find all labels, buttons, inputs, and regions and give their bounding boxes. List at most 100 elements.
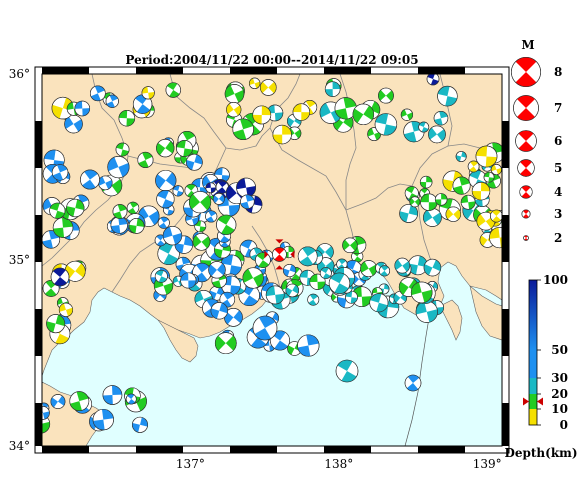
focal-mechanism <box>328 272 351 294</box>
focal-mechanism <box>437 85 458 107</box>
focal-mechanism <box>423 258 442 277</box>
focal-mechanism <box>342 237 358 254</box>
focal-mechanism <box>249 77 261 89</box>
focal-mechanism <box>297 246 318 267</box>
magnitude-legend-label: 7 <box>554 101 562 115</box>
magnitude-legend-label: 2 <box>554 231 562 245</box>
magnitude-legend-label: 5 <box>554 161 562 175</box>
peninsula <box>157 319 199 363</box>
frame-bar-bottom <box>230 446 277 453</box>
depth-tick-label: 50 <box>551 343 568 357</box>
magnitude-legend-label: 8 <box>554 65 562 79</box>
earthquake-mechanisms <box>42 74 502 434</box>
focal-mechanism <box>452 176 471 195</box>
event-pointer <box>264 250 269 259</box>
focal-mechanism <box>157 242 180 265</box>
focal-mechanism <box>467 160 480 173</box>
longitude-tick-label: 137° <box>176 457 205 471</box>
boso-area <box>469 285 502 341</box>
focal-mechanism <box>162 225 183 246</box>
focal-mechanism <box>374 113 398 136</box>
focal-mechanism <box>51 164 69 181</box>
frame-bar-bottom <box>42 446 89 453</box>
focal-mechanism <box>324 81 341 97</box>
magnitude-legend-label: 4 <box>554 185 562 199</box>
focal-mechanism <box>125 393 137 405</box>
focal-mechanism <box>105 94 119 108</box>
focal-mechanism <box>471 181 491 201</box>
focal-mechanism <box>319 267 332 280</box>
focal-mechanism <box>98 175 113 191</box>
depth-marker-right <box>537 397 543 406</box>
focal-mechanism <box>194 220 207 233</box>
focal-mechanism <box>242 267 264 289</box>
depth-tick-label: 100 <box>543 273 568 287</box>
focal-mechanism <box>216 214 237 235</box>
focal-mechanism <box>69 391 90 412</box>
focal-mechanism <box>102 385 123 405</box>
focal-mechanism <box>180 272 197 289</box>
magnitude-legend-symbol <box>510 56 541 87</box>
frame-bar-right <box>502 121 509 168</box>
focal-mechanism <box>404 374 422 392</box>
frame-bar-left <box>35 121 42 168</box>
magnitude-legend: M 8 7 6 5 4 3 2 <box>510 38 562 245</box>
focal-mechanism <box>285 283 300 298</box>
event-pointer <box>275 239 284 244</box>
focal-mechanism <box>205 182 217 194</box>
focal-mechanism <box>154 269 168 283</box>
focal-mechanism <box>156 189 175 209</box>
focal-mechanism <box>252 105 272 125</box>
frame-bar-top <box>230 67 277 74</box>
focal-mechanism <box>154 234 167 247</box>
izu-peninsula <box>439 299 463 341</box>
focal-mechanism <box>74 100 91 117</box>
focal-mechanism <box>483 171 495 183</box>
highlighted-mechanism <box>272 247 287 262</box>
focal-mechanism <box>112 204 128 219</box>
focal-mechanism <box>141 86 155 100</box>
depth-tick-label: 0 <box>560 418 568 432</box>
focal-mechanism <box>192 233 211 251</box>
frame-bar-top <box>136 67 183 74</box>
magnitude-legend-label: 6 <box>554 134 562 148</box>
magnitude-legend-heading: M <box>521 38 534 52</box>
frame-bar-bottom <box>324 446 371 453</box>
focal-mechanism <box>490 164 502 176</box>
focal-mechanism <box>360 260 378 278</box>
focal-mechanism <box>115 142 130 157</box>
focal-mechanism <box>80 169 100 190</box>
focal-mechanism <box>208 261 226 279</box>
focal-mechanism <box>132 416 148 433</box>
focal-mechanism <box>489 227 502 249</box>
magnitude-legend-symbol <box>513 95 539 121</box>
latitude-tick-label: 36° <box>9 67 30 81</box>
map-area <box>42 74 502 446</box>
focal-mechanism <box>224 84 245 104</box>
focal-mechanism <box>185 153 203 171</box>
event-pointer <box>290 250 295 259</box>
focal-mechanism <box>399 204 419 223</box>
focal-mechanism <box>50 394 66 409</box>
focal-mechanism <box>418 121 430 133</box>
focal-mechanism <box>155 169 177 192</box>
frame-bar-top <box>418 67 465 74</box>
focal-mechanism <box>132 94 153 114</box>
event-pointer <box>275 265 284 270</box>
frame-bar-bottom <box>136 446 183 453</box>
focal-mechanism <box>92 408 114 431</box>
trench-line <box>404 311 431 446</box>
frame-bar-left <box>35 215 42 262</box>
focal-mechanism <box>455 151 467 163</box>
map-title: Period:2004/11/22 00:00--2014/11/22 09:0… <box>125 53 418 67</box>
focal-mechanism <box>426 74 440 86</box>
focal-mechanism <box>214 332 237 355</box>
focal-mechanism <box>409 196 421 208</box>
depth-tick-label: 10 <box>551 402 568 416</box>
focal-mechanism <box>205 210 218 223</box>
focal-mechanism <box>419 175 433 189</box>
magnitude-legend-symbol <box>521 209 531 219</box>
axis-ticks: 36° 35° 34° 137° 138° 139° <box>9 67 502 471</box>
